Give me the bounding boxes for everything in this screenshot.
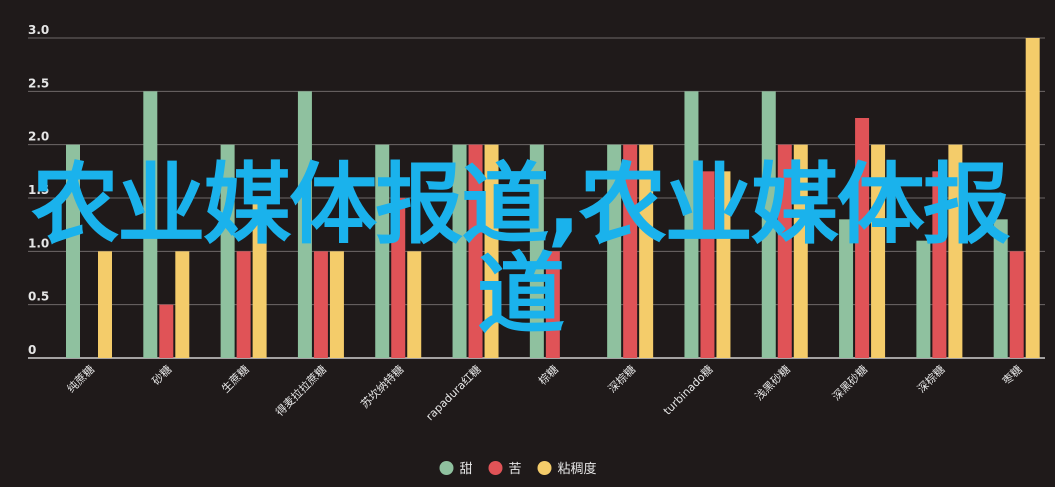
bar [391,198,406,358]
bar [452,144,467,358]
bar [66,144,80,358]
bar [839,219,854,358]
bar [761,91,776,358]
bar [313,251,328,358]
legend-label: 甜 [460,461,473,477]
bar [700,171,715,358]
bar [545,251,560,358]
x-tick-label: 深黑砂糖 [829,362,870,403]
bar [143,91,158,358]
x-tick-label: 砂糖 [149,362,174,387]
bar [916,240,931,358]
x-tick-label: 生蔗糖 [219,362,252,395]
y-tick-label: 2.0 [28,130,49,144]
bar [855,118,870,358]
bar [932,171,947,358]
bar [607,144,622,358]
bar [639,144,654,358]
bar [297,91,312,358]
x-tick-label: 棕糖 [536,362,561,387]
y-tick-label: 1.5 [28,183,49,197]
legend: 甜 苦 粘稠度 [439,461,597,477]
bar [252,198,267,358]
x-tick-label: 深棕糖 [914,362,947,395]
bar [777,144,792,358]
x-tick-label: rapadura红糖 [423,362,484,423]
x-tick-label: 枣糖 [999,362,1024,387]
y-tick-label: 0 [28,343,36,357]
bar [993,219,1008,358]
bar [484,144,499,358]
y-tick-label: 2.5 [28,76,49,90]
legend-label: 粘稠度 [558,461,597,477]
bar [793,144,808,358]
x-tick-label: turbinado糖 [660,362,715,417]
bar [1009,251,1024,358]
bar [1025,38,1040,358]
y-tick-label: 3.0 [28,23,49,37]
x-tick-label: 得麦拉拉蔗糖 [272,362,329,419]
x-tick-label: 苏坎纳特糖 [358,362,407,411]
bar [871,144,886,358]
bar [684,91,699,358]
bar [623,144,638,358]
bar [329,251,344,358]
bar [220,144,235,358]
bar [948,144,963,358]
y-tick-label: 0.5 [28,290,49,304]
bars [66,38,1040,358]
y-tick-label: 1.0 [28,236,49,250]
legend-label: 苦 [509,461,522,477]
legend-swatch [439,461,454,475]
bar [98,251,112,358]
bar [236,251,251,358]
x-tick-label: 浅黑砂糖 [752,362,793,403]
bar [529,144,544,358]
x-axis: 纯蔗糖 砂糖 生蔗糖 得麦拉拉蔗糖 苏坎纳特糖 rapadura红糖 棕糖 深棕糖 turbin… [64,362,1025,423]
bar [716,171,731,358]
legend-swatch [537,461,552,475]
bar [175,251,190,358]
bar [468,144,483,358]
y-axis: 0 0.5 1.0 1.5 2.0 2.5 3.0 [28,23,49,357]
bar [159,304,174,358]
bar [407,251,422,358]
x-tick-label: 纯蔗糖 [64,362,97,395]
bar [375,144,390,358]
x-tick-label: 深棕糖 [605,362,638,395]
legend-swatch [488,461,503,475]
